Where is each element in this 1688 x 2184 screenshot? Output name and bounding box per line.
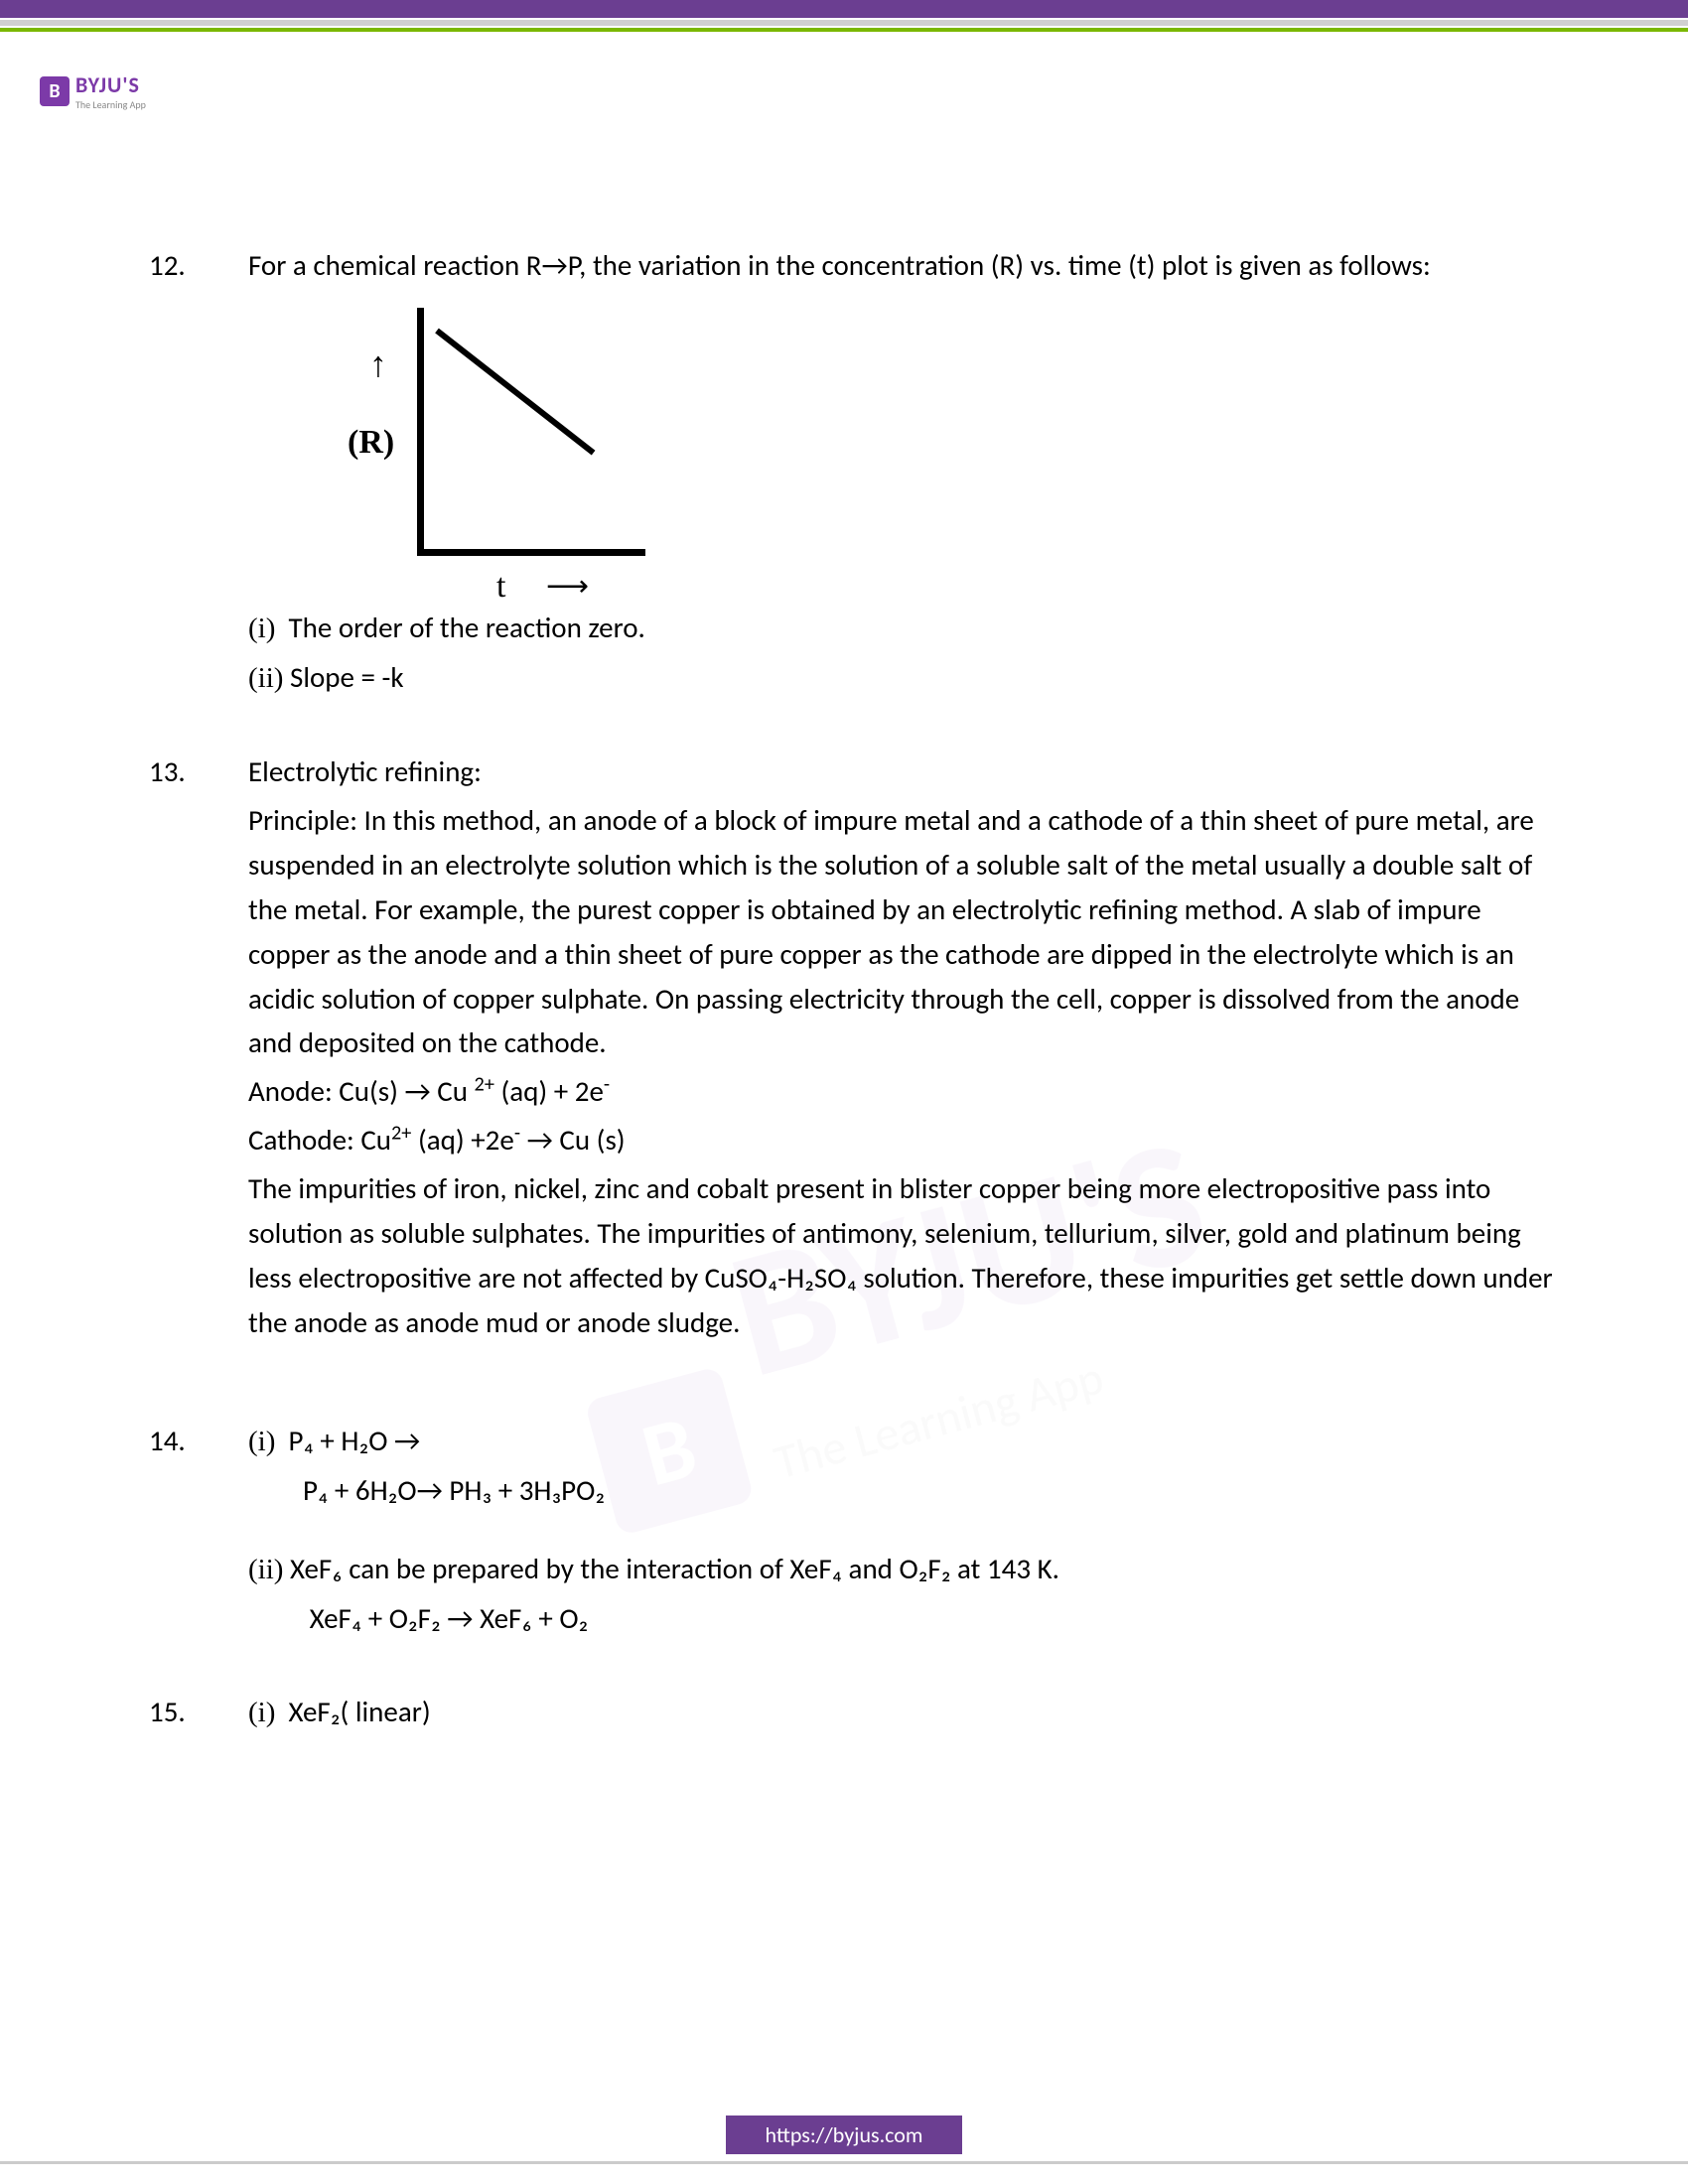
brand-logo: B BYJU'S The Learning App <box>40 71 146 111</box>
x-axis-label: t <box>496 561 505 614</box>
question-number: 14. <box>149 1419 248 1645</box>
q12-graph: ↑ (R) t ⟶ <box>348 308 645 596</box>
question-14: 14. (i) P₄ + H₂O → P₄ + 6H₂O→ PH₃ + 3H₃P… <box>149 1419 1559 1645</box>
question-15: 15. (i) XeF₂( linear) <box>149 1690 1559 1739</box>
q14-i-line2: P₄ + 6H₂O→ PH₃ + 3H₃PO₂ <box>248 1468 1559 1513</box>
q12-answer-i: (i) The order of the reaction zero. <box>248 606 1559 651</box>
logo-icon: B <box>40 76 70 106</box>
top-bar-purple <box>0 0 1688 18</box>
question-13: 13. Electrolytic refining: Principle: In… <box>149 750 1559 1349</box>
q13-title: Electrolytic refining: <box>248 750 1559 794</box>
q15-i: (i) XeF₂( linear) <box>248 1690 1559 1735</box>
q14-i-line1: (i) P₄ + H₂O → <box>248 1419 1559 1464</box>
question-12: 12. For a chemical reaction R→P, the var… <box>149 243 1559 705</box>
q12-answer-ii: (ii) Slope = -k <box>248 655 1559 701</box>
question-number: 15. <box>149 1690 248 1739</box>
y-axis-arrow-icon: ↑ <box>369 338 387 393</box>
question-number: 13. <box>149 750 248 1349</box>
logo-title: BYJU'S <box>75 71 146 98</box>
y-axis-line <box>417 308 424 556</box>
page-content: 12. For a chemical reaction R→P, the var… <box>149 243 1559 1749</box>
x-axis-arrow-icon: ⟶ <box>546 564 589 611</box>
y-axis-label: (R) <box>348 417 394 470</box>
top-bar-green <box>0 28 1688 32</box>
q12-intro: For a chemical reaction R→P, the variati… <box>248 243 1559 288</box>
q14-ii-line2: XeF₄ + O₂F₂ → XeF₆ + O₂ <box>248 1596 1559 1641</box>
top-bar-gray <box>0 20 1688 26</box>
bottom-divider <box>0 2161 1688 2164</box>
logo-subtitle: The Learning App <box>75 98 146 111</box>
page-footer: https://byjus.com <box>0 2116 1688 2154</box>
q13-body: Principle: In this method, an anode of a… <box>248 798 1559 1066</box>
footer-url: https://byjus.com <box>726 2116 963 2154</box>
q13-tail: The impurities of iron, nickel, zinc and… <box>248 1166 1559 1345</box>
graph-data-line <box>435 329 595 456</box>
x-axis-line <box>417 549 645 556</box>
q13-anode-eq: Anode: Cu(s) → Cu 2+ (aq) + 2e- <box>248 1069 1559 1114</box>
q13-cathode-eq: Cathode: Cu2+ (aq) +2e- → Cu (s) <box>248 1118 1559 1162</box>
question-number: 12. <box>149 243 248 705</box>
q14-ii-line1: (ii) XeF₆ can be prepared by the interac… <box>248 1547 1559 1592</box>
